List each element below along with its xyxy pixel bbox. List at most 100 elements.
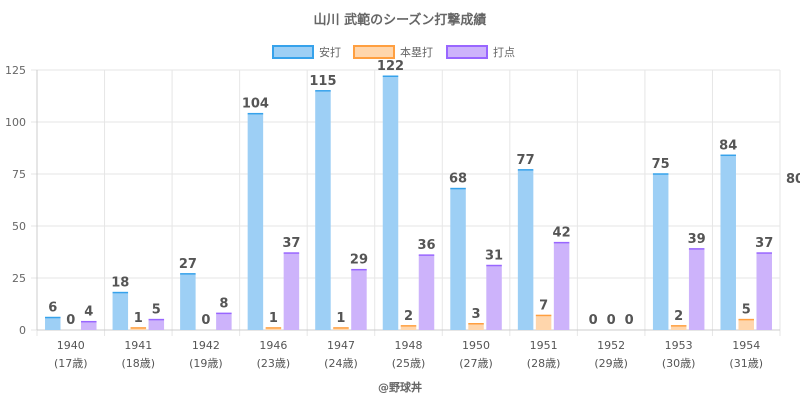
bar[interactable] [148, 319, 165, 330]
x-tick-label: 1951 [530, 339, 558, 352]
data-label: 0 [589, 313, 598, 328]
overflow-data-label: 80 [786, 172, 800, 187]
grid-lines [31, 69, 781, 336]
data-label: 31 [485, 249, 503, 264]
bar[interactable] [418, 255, 435, 330]
bar[interactable] [468, 323, 484, 330]
bar[interactable] [720, 155, 736, 330]
bar[interactable] [180, 273, 196, 330]
x-tick-label: 1953 [665, 339, 693, 352]
bar[interactable] [216, 313, 232, 330]
x-tick-age-label: (24歳) [324, 357, 358, 370]
bar[interactable] [486, 265, 502, 330]
bars [45, 75, 772, 331]
y-tick-label: 75 [12, 168, 26, 181]
data-label: 115 [309, 74, 336, 89]
x-tick-age-label: (29歳) [594, 357, 628, 370]
x-tick-label: 1950 [462, 339, 490, 352]
data-label: 75 [652, 157, 670, 172]
bar[interactable] [400, 325, 417, 330]
data-labels: 6041815270810413711512912223668331777420… [48, 59, 773, 328]
data-label: 1 [269, 311, 278, 326]
y-tick-label: 50 [12, 220, 26, 233]
data-label: 39 [688, 232, 706, 247]
data-label: 5 [152, 303, 161, 318]
bar[interactable] [315, 90, 331, 330]
bar[interactable] [351, 269, 367, 330]
data-label: 42 [553, 226, 571, 241]
data-label: 7 [539, 298, 548, 313]
bar[interactable] [247, 113, 264, 331]
data-label: 77 [517, 153, 535, 168]
legend-label[interactable]: 打点 [493, 45, 515, 59]
x-tick-label: 1942 [192, 339, 220, 352]
bar[interactable] [756, 253, 772, 330]
x-tick-label: 1948 [395, 339, 423, 352]
data-label: 0 [607, 313, 616, 328]
data-label: 8 [219, 296, 228, 311]
x-tick-age-label: (30歳) [662, 357, 696, 370]
data-label: 0 [66, 313, 75, 328]
y-tick-label: 100 [5, 116, 26, 129]
bar[interactable] [738, 319, 754, 330]
legend: 安打 本塁打 打点 [272, 45, 515, 59]
data-label: 5 [742, 303, 751, 318]
x-tick-age-label: (31歳) [729, 357, 763, 370]
y-tick-label: 25 [12, 272, 26, 285]
bar[interactable] [130, 327, 147, 330]
y-tick-label: 125 [5, 64, 26, 77]
x-tick-age-label: (23歳) [257, 357, 291, 370]
x-tick-label: 1954 [732, 339, 760, 352]
bar[interactable] [283, 253, 300, 330]
x-tick-age-label: (27歳) [459, 357, 493, 370]
data-label: 0 [625, 313, 634, 328]
bar[interactable] [670, 325, 687, 330]
bar[interactable] [112, 292, 129, 330]
x-axis: 1940 (17歳) 1941 (18歳) 1942 (19歳) 1946 (23歳) 1947… [54, 339, 763, 370]
data-label: 122 [377, 59, 404, 74]
bar[interactable] [265, 327, 282, 330]
data-label: 6 [48, 301, 57, 316]
data-label: 2 [404, 309, 413, 324]
y-tick-label: 0 [19, 324, 26, 337]
x-tick-age-label: (28歳) [527, 357, 561, 370]
data-label: 37 [282, 236, 300, 251]
bar[interactable] [535, 315, 552, 330]
chart-title: 山川 武範のシーズン打撃成績 [314, 12, 487, 28]
x-tick-age-label: (19歳) [189, 357, 223, 370]
data-label: 84 [719, 138, 737, 153]
data-label: 37 [755, 236, 773, 251]
bar[interactable] [81, 321, 97, 330]
bar[interactable] [382, 76, 399, 331]
x-tick-age-label: (17歳) [54, 357, 88, 370]
x-tick-label: 1946 [259, 339, 287, 352]
data-label: 29 [350, 253, 368, 268]
bar[interactable] [45, 317, 61, 330]
data-label: 36 [417, 238, 435, 253]
legend-swatch[interactable] [353, 45, 395, 59]
bar[interactable] [688, 248, 705, 330]
bar[interactable] [450, 188, 466, 330]
data-label: 1 [134, 311, 143, 326]
legend-swatch[interactable] [272, 45, 314, 59]
data-label: 104 [242, 97, 269, 112]
data-label: 2 [674, 309, 683, 324]
data-label: 27 [179, 257, 197, 272]
data-label: 68 [449, 172, 467, 187]
x-tick-label: 1952 [597, 339, 625, 352]
x-tick-age-label: (18歳) [122, 357, 156, 370]
bar[interactable] [553, 242, 570, 330]
x-tick-age-label: (25歳) [392, 357, 426, 370]
bar[interactable] [652, 174, 669, 330]
data-label: 18 [111, 276, 129, 291]
data-label: 3 [472, 307, 481, 322]
data-label: 4 [84, 305, 93, 320]
bar[interactable] [333, 327, 349, 330]
bar[interactable] [517, 169, 534, 330]
legend-label[interactable]: 安打 [319, 45, 341, 59]
legend-swatch[interactable] [446, 45, 488, 59]
data-label: 0 [201, 313, 210, 328]
legend-label[interactable]: 本塁打 [400, 45, 433, 59]
